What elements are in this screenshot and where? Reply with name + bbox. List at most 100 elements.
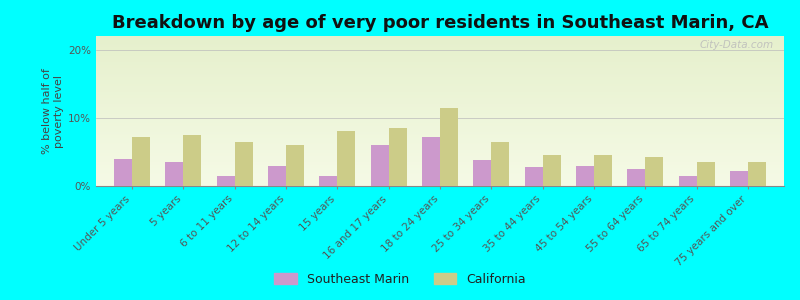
Bar xyxy=(96,168,784,170)
Bar xyxy=(96,100,784,102)
Bar xyxy=(646,158,663,186)
Bar xyxy=(491,142,510,186)
Bar xyxy=(96,38,784,39)
Bar xyxy=(96,36,784,38)
Bar xyxy=(96,42,784,44)
Bar xyxy=(96,48,784,50)
Bar xyxy=(96,126,784,128)
Y-axis label: % below half of
poverty level: % below half of poverty level xyxy=(42,68,64,154)
Bar xyxy=(96,46,784,48)
Bar xyxy=(542,155,561,186)
Bar xyxy=(96,178,784,180)
Bar xyxy=(96,183,784,184)
Bar xyxy=(96,134,784,135)
Bar xyxy=(474,160,491,186)
Bar xyxy=(96,123,784,124)
Bar xyxy=(422,137,440,186)
Bar xyxy=(96,142,784,144)
Bar xyxy=(96,98,784,99)
Bar xyxy=(96,111,784,112)
Bar xyxy=(96,84,784,86)
Bar xyxy=(96,153,784,154)
Bar xyxy=(594,155,612,186)
Bar xyxy=(96,68,784,69)
Bar xyxy=(114,159,132,186)
Bar xyxy=(96,164,784,165)
Bar xyxy=(96,124,784,126)
Bar xyxy=(96,69,784,70)
Bar xyxy=(286,145,304,186)
Bar xyxy=(576,166,594,186)
Bar xyxy=(234,142,253,186)
Bar xyxy=(96,122,784,123)
Bar xyxy=(96,85,784,87)
Bar xyxy=(389,128,406,186)
Bar xyxy=(96,156,784,158)
Bar xyxy=(697,162,714,186)
Bar xyxy=(268,166,286,186)
Bar xyxy=(96,81,784,82)
Bar xyxy=(678,176,697,186)
Text: City-Data.com: City-Data.com xyxy=(699,40,774,50)
Bar xyxy=(96,147,784,148)
Bar xyxy=(96,114,784,116)
Bar xyxy=(96,184,784,186)
Bar xyxy=(96,152,784,153)
Bar xyxy=(748,162,766,186)
Bar xyxy=(96,82,784,84)
Bar xyxy=(96,171,784,172)
Bar xyxy=(96,117,784,118)
Bar xyxy=(96,103,784,105)
Bar xyxy=(96,58,784,60)
Bar xyxy=(166,162,183,186)
Bar xyxy=(96,118,784,120)
Bar xyxy=(440,108,458,186)
Bar xyxy=(96,52,784,54)
Bar xyxy=(96,108,784,110)
Bar xyxy=(96,75,784,76)
Bar xyxy=(96,110,784,111)
Bar xyxy=(96,160,784,162)
Bar xyxy=(96,141,784,142)
Bar xyxy=(96,63,784,64)
Bar xyxy=(96,112,784,114)
Bar xyxy=(96,60,784,61)
Bar xyxy=(96,78,784,80)
Bar xyxy=(96,162,784,164)
Bar xyxy=(96,129,784,130)
Bar xyxy=(96,45,784,46)
Bar xyxy=(96,72,784,74)
Legend: Southeast Marin, California: Southeast Marin, California xyxy=(269,268,531,291)
Bar xyxy=(96,128,784,129)
Bar xyxy=(217,176,234,186)
Bar xyxy=(96,132,784,134)
Bar xyxy=(96,180,784,182)
Bar xyxy=(730,171,748,186)
Bar xyxy=(96,144,784,146)
Bar xyxy=(96,54,784,56)
Bar xyxy=(627,169,646,186)
Bar xyxy=(96,176,784,177)
Bar xyxy=(96,87,784,88)
Bar xyxy=(183,135,202,186)
Bar xyxy=(132,137,150,186)
Bar xyxy=(96,167,784,168)
Bar xyxy=(96,106,784,108)
Bar xyxy=(96,70,784,72)
Bar xyxy=(96,158,784,159)
Bar xyxy=(96,138,784,140)
Bar xyxy=(96,150,784,152)
Bar xyxy=(96,51,784,52)
Bar xyxy=(96,136,784,138)
Bar xyxy=(96,182,784,183)
Bar xyxy=(96,172,784,174)
Bar xyxy=(96,92,784,93)
Bar xyxy=(96,140,784,141)
Bar xyxy=(96,61,784,63)
Bar xyxy=(319,176,338,186)
Bar xyxy=(96,44,784,45)
Bar xyxy=(96,74,784,75)
Bar xyxy=(96,93,784,94)
Bar xyxy=(338,131,355,186)
Bar xyxy=(96,135,784,136)
